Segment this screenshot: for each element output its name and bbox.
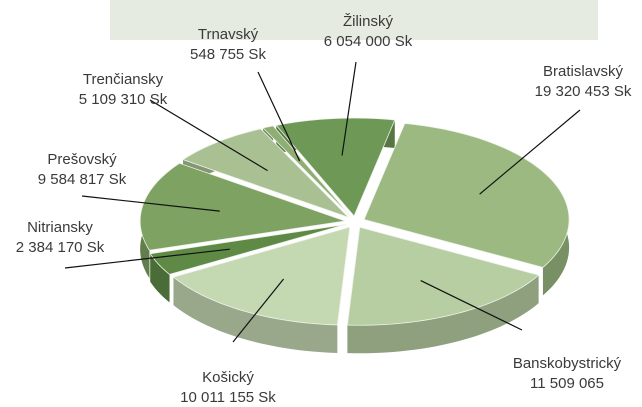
slice-label: Nitriansky — [27, 219, 93, 236]
slice — [182, 128, 349, 218]
slice-side — [347, 275, 539, 354]
slice-label: Prešovský — [47, 151, 117, 168]
header-band — [110, 0, 598, 40]
slice-value-label: 548 755 Sk — [190, 46, 266, 63]
slice-value-label: 6 054 000 Sk — [324, 33, 413, 50]
leader-line — [341, 61, 357, 156]
slice — [172, 226, 351, 326]
slice-side — [150, 253, 170, 303]
slice-value-label: 9 584 817 Sk — [38, 171, 127, 188]
slice-value-label: 5 109 310 Sk — [79, 91, 168, 108]
leader-line — [479, 109, 581, 195]
leader-line — [81, 195, 220, 212]
slice-label: Trnavský — [198, 26, 259, 43]
slice — [275, 117, 396, 217]
slice — [139, 162, 346, 251]
slice — [262, 125, 352, 217]
slice — [149, 224, 346, 275]
slice-label: Košický — [202, 369, 254, 386]
leader-line — [257, 71, 301, 162]
slice-side — [173, 277, 338, 353]
slice-label: Žilinský — [343, 13, 394, 30]
leader-line — [420, 280, 523, 331]
slice — [363, 123, 570, 268]
leader-line — [64, 248, 230, 269]
leader-line — [232, 278, 285, 343]
slice-label: Trenčiansky — [83, 71, 164, 88]
slice — [346, 226, 540, 326]
slice-label: Bratislavský — [543, 63, 624, 80]
leader-line — [149, 99, 268, 172]
slice-value-label: 2 384 170 Sk — [16, 239, 105, 256]
slice-value-label: 10 011 155 Sk — [180, 389, 276, 406]
slice-value-label: 11 509 065 — [530, 375, 604, 392]
slice-label: Banskobystrický — [513, 355, 622, 372]
slice-value-label: 19 320 453 Sk — [535, 83, 632, 100]
